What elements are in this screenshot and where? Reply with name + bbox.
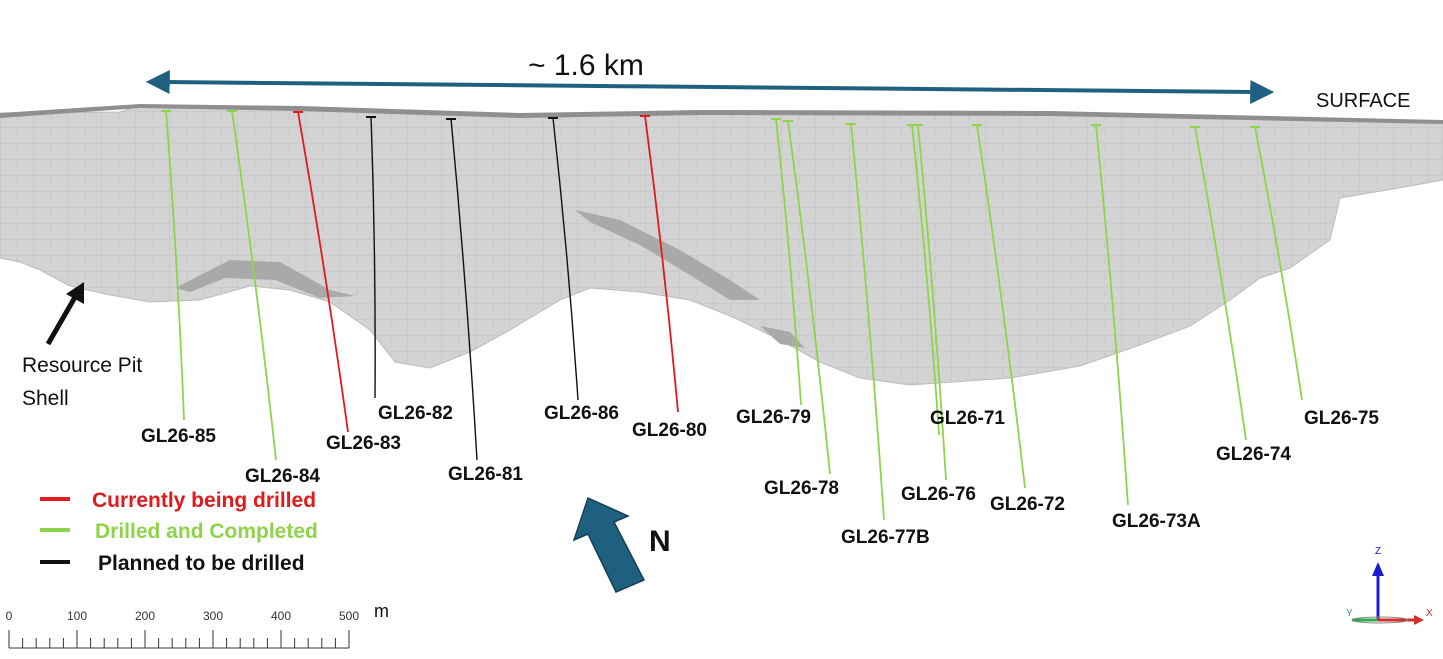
drill-hole-trace-gl26-83 (297, 111, 349, 433)
resource-pit-shell (0, 104, 1443, 386)
drill-hole-trace-gl26-77b (850, 123, 885, 521)
drill-hole-trace-gl26-82 (370, 116, 376, 399)
distance-arrow (145, 70, 1275, 104)
drill-hole-label-gl26-85: GL26-85 (141, 426, 216, 447)
axes-triad (1351, 562, 1424, 625)
surface-label: SURFACE (1316, 90, 1410, 112)
pit-shell-pointer-arrow (45, 282, 84, 346)
drill-hole-trace-gl26-85 (165, 110, 185, 421)
drill-hole-trace-gl26-86 (552, 117, 579, 401)
drill-hole-trace-gl26-84 (231, 110, 277, 461)
pit-shell-label-line2: Shell (22, 387, 69, 410)
drill-hole-label-gl26-83: GL26-83 (326, 433, 401, 454)
scale-tick-label: 200 (135, 609, 155, 623)
drill-hole-label-gl26-86: GL26-86 (544, 403, 619, 424)
legend: Currently being drilled Drilled and Compl… (40, 489, 318, 575)
drill-hole-label-gl26-82: GL26-82 (378, 403, 453, 424)
drill-hole-trace-gl26-71 (911, 124, 940, 436)
drill-hole-trace-gl26-74 (1194, 126, 1247, 441)
scale-tick-label: 500 (339, 609, 359, 623)
drill-hole-label-gl26-71: GL26-71 (930, 408, 1005, 429)
axis-y-label: Y (1346, 608, 1353, 619)
drill-hole-label-gl26-79: GL26-79 (736, 407, 811, 428)
scale-tick-label: 300 (203, 609, 223, 623)
scale-tick-label: 400 (271, 609, 291, 623)
drill-hole-label-gl26-76: GL26-76 (901, 484, 976, 505)
scale-bar: 0 100 200 300 400 500 (6, 609, 359, 649)
drill-hole-label-gl26-77b: GL26-77B (841, 527, 930, 548)
drill-hole-label-gl26-72: GL26-72 (990, 494, 1065, 515)
drill-hole-trace-gl26-76 (917, 124, 947, 481)
drill-hole-trace-gl26-75 (1254, 126, 1303, 401)
north-arrow (572, 496, 646, 593)
drill-holes (161, 110, 1303, 521)
drill-hole-trace-gl26-79 (775, 118, 802, 406)
drill-hole-trace-gl26-72 (976, 124, 1026, 489)
scale-tick-label: 0 (6, 609, 13, 623)
drill-hole-label-gl26-81: GL26-81 (448, 464, 523, 485)
drill-hole-trace-gl26-73a (1095, 124, 1129, 506)
north-label: N (649, 525, 671, 558)
distance-label: ~ 1.6 km (528, 49, 644, 82)
legend-label-planned: Planned to be drilled (98, 552, 305, 575)
pit-shell-label-line1: Resource Pit (22, 354, 142, 377)
legend-label-current: Currently being drilled (92, 489, 316, 512)
drill-hole-label-gl26-84: GL26-84 (245, 466, 320, 487)
drill-hole-label-gl26-74: GL26-74 (1216, 444, 1291, 465)
drill-hole-trace-gl26-81 (450, 118, 478, 461)
legend-label-completed: Drilled and Completed (95, 520, 318, 543)
drill-hole-trace-gl26-80 (644, 115, 679, 413)
drill-hole-label-gl26-80: GL26-80 (632, 420, 707, 441)
axis-z-label: Z (1375, 546, 1381, 557)
drill-hole-label-gl26-78: GL26-78 (764, 478, 839, 499)
scale-unit: m (374, 601, 389, 621)
drill-hole-label-gl26-75: GL26-75 (1304, 408, 1379, 429)
axis-x-label: X (1426, 608, 1433, 619)
drill-hole-labels: GL26-85 GL26-84 GL26-83 GL26-82 GL26-81 GL26-… (141, 403, 1379, 548)
scale-tick-label: 100 (67, 609, 87, 623)
drill-hole-label-gl26-73a: GL26-73A (1112, 511, 1201, 532)
drill-hole-trace-gl26-78 (787, 120, 831, 475)
